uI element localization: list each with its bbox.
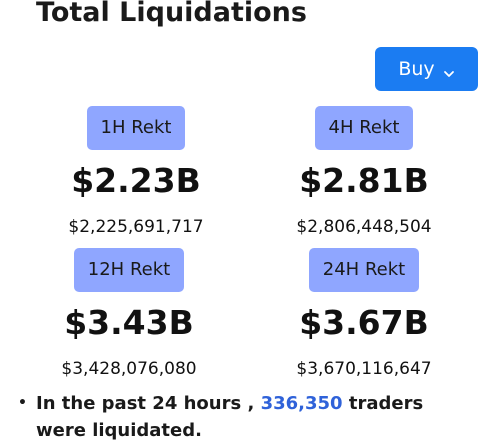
summary-text: In the past 24 hours , 336,350 traders w… bbox=[36, 390, 478, 444]
liquidation-total-short: $3.43B bbox=[64, 303, 194, 342]
stat-card-1h: 1H Rekt $2.23B $2,225,691,717 bbox=[21, 106, 251, 238]
stat-card-12h: 12H Rekt $3.43B $3,428,076,080 bbox=[14, 248, 244, 380]
timeframe-badge: 12H Rekt bbox=[73, 248, 185, 292]
chevron-down-icon bbox=[443, 63, 455, 77]
liquidation-total-short: $2.23B bbox=[71, 161, 201, 200]
liquidation-total-short: $2.81B bbox=[299, 161, 429, 200]
timeframe-badge: 1H Rekt bbox=[86, 106, 186, 150]
liquidation-total-short: $3.67B bbox=[299, 303, 429, 342]
buy-button[interactable]: Buy bbox=[375, 47, 478, 91]
page-title: Total Liquidations bbox=[36, 0, 307, 28]
liquidation-total-exact: $2,225,691,717 bbox=[68, 217, 204, 237]
stat-card-4h: 4H Rekt $2.81B $2,806,448,504 bbox=[249, 106, 479, 238]
liquidation-total-exact: $3,428,076,080 bbox=[61, 359, 197, 379]
stat-card-24h: 24H Rekt $3.67B $3,670,116,647 bbox=[249, 248, 479, 380]
timeframe-badge: 24H Rekt bbox=[308, 248, 420, 292]
liquidation-total-exact: $3,670,116,647 bbox=[296, 359, 432, 379]
traders-count: 336,350 bbox=[260, 393, 343, 414]
buy-button-label: Buy bbox=[398, 58, 435, 80]
summary-list-item: • In the past 24 hours , 336,350 traders… bbox=[18, 390, 478, 444]
liquidation-total-exact: $2,806,448,504 bbox=[296, 217, 432, 237]
summary-prefix: In the past 24 hours , bbox=[36, 393, 255, 414]
summary-suffix: traders were liquidated. bbox=[36, 393, 424, 441]
timeframe-badge: 4H Rekt bbox=[314, 106, 414, 150]
bullet-icon: • bbox=[18, 395, 27, 411]
